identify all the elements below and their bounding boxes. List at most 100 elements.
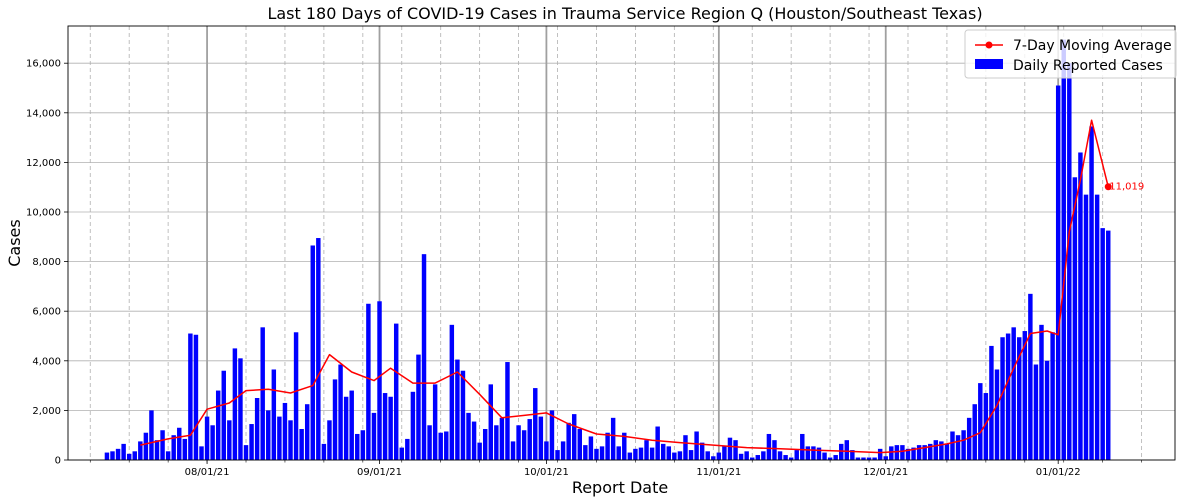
axes-layer: 0 2,000 4,000 6,000 8,000 10,000 12,000 14,000 1… [26,25,1176,478]
daily-cases-bar [966,417,972,460]
daily-cases-bar [160,430,165,460]
daily-cases-bar [939,441,944,460]
daily-cases-bar [944,443,950,460]
x-tick-label: 10/01/21 [524,467,569,478]
moving-average-last-point [1104,183,1112,191]
daily-cases-bar [338,364,343,460]
daily-cases-bar [1072,177,1078,460]
daily-cases-bar [1106,230,1111,460]
daily-cases-bar [660,443,666,460]
daily-cases-bar [783,455,788,460]
daily-cases-bar [427,425,432,460]
daily-cases-bar [933,440,939,460]
daily-cases-bar [822,452,827,460]
daily-cases-bar [716,452,722,460]
daily-cases-bar [1033,364,1039,460]
daily-cases-bar [594,448,599,460]
daily-cases-bar [432,384,438,460]
daily-cases-bar [254,398,260,460]
daily-cases-bar [777,451,783,460]
daily-cases-bar [227,420,232,460]
daily-cases-bar [555,450,560,460]
x-tick-label: 12/01/21 [863,467,908,478]
y-tick-label: 8,000 [32,257,61,268]
daily-cases-bar [299,429,304,460]
legend-label-daily-cases: Daily Reported Cases [1013,58,1163,74]
latest-average-label: 11,019 [1109,182,1144,193]
daily-cases-bar [605,432,610,460]
daily-cases-bar [872,457,877,460]
daily-cases-bar [649,447,655,460]
daily-cases-bar [449,324,455,460]
daily-cases-bar [533,388,538,460]
daily-cases-bar [800,433,805,460]
daily-cases-bar [332,379,338,460]
daily-cases-bar [304,404,310,460]
daily-cases-bar [861,457,866,460]
daily-cases-bar [911,447,916,460]
y-tick-label: 12,000 [26,158,61,169]
daily-cases-bar [1011,327,1016,460]
daily-cases-bar [989,345,994,460]
x-tick-label: 01/01/22 [1036,467,1081,478]
daily-cases-bar [132,451,137,460]
daily-cases-bar [922,445,927,460]
daily-cases-bar [677,451,683,460]
daily-cases-bar [722,446,727,460]
daily-cases-bar [1094,194,1100,460]
daily-cases-bar [583,445,588,460]
daily-cases-bar [811,446,816,460]
daily-cases-bar [877,448,883,460]
daily-cases-bar [1017,337,1022,460]
daily-cases-bar [633,448,638,460]
daily-cases-bar [343,396,349,460]
daily-cases-bar [416,354,421,460]
daily-cases-bar [527,419,532,460]
daily-cases-bar [388,396,393,460]
daily-cases-bar [382,393,388,460]
legend-bar-swatch [975,59,1003,69]
y-tick-label: 10,000 [26,208,61,219]
bars-layer [104,39,1111,461]
daily-cases-bar [471,421,477,460]
daily-cases-bar [666,446,672,460]
daily-cases-bar [788,457,794,460]
daily-cases-bar [855,457,861,460]
daily-cases-bar [405,438,410,460]
y-tick-label: 2,000 [32,406,61,417]
daily-cases-bar [950,431,955,460]
daily-cases-bar [393,323,399,460]
daily-cases-bar [683,435,688,460]
daily-cases-bar [293,332,299,460]
daily-cases-bar [805,446,811,460]
daily-cases-bar [477,442,482,460]
daily-cases-bar [794,450,799,460]
daily-cases-bar [104,452,110,460]
daily-cases-bar [816,447,822,460]
daily-cases-bar [1039,324,1044,460]
grid-layer [68,26,1175,461]
daily-cases-bar [705,451,710,460]
daily-cases-bar [638,447,644,460]
daily-cases-bar [249,424,254,460]
daily-cases-bar [1044,360,1050,460]
daily-cases-bar [510,441,516,460]
daily-cases-bar [482,429,488,460]
daily-cases-bar [1005,333,1011,460]
daily-cases-bar [866,457,872,460]
daily-cases-bar [193,334,199,460]
daily-cases-bar [688,450,694,460]
daily-cases-bar [616,446,621,460]
daily-cases-bar [577,429,583,460]
daily-cases-bar [711,456,716,460]
daily-cases-bar [221,370,226,460]
daily-cases-bar [210,425,215,460]
daily-cases-bar [905,448,911,460]
y-tick-label: 14,000 [26,108,61,119]
legend-label-moving-average: 7-Day Moving Average [1013,38,1172,54]
daily-cases-bar [499,417,505,460]
daily-cases-bar [1022,331,1028,460]
x-tick-label: 11/01/21 [696,467,741,478]
